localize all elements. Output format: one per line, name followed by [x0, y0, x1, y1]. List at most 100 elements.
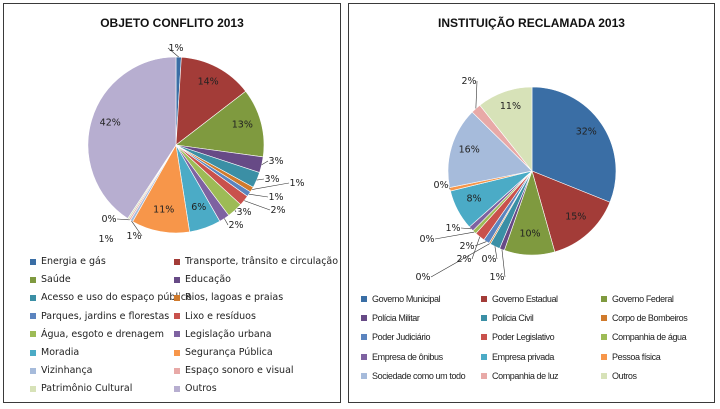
legend-swatch [174, 331, 180, 338]
legend-swatch [481, 334, 487, 341]
pie-chart-objeto-conflito: 1% 14% 13% 3% 3% 1% 1% 2% 3% 2% 6% 11% 1% 0% 42% 1% [87, 43, 305, 245]
data-label-sociedade-como-um-todo: 16% [459, 144, 480, 155]
legend-swatch [174, 313, 180, 320]
data-label-governo-estadual: 15% [565, 212, 586, 223]
data-label-poder-legislativo: 2% [456, 254, 471, 265]
legend-swatch [30, 276, 36, 283]
data-label-empresa-privada: 8% [466, 194, 481, 205]
data-label-moradia: 6% [191, 202, 206, 213]
legend-swatch [30, 258, 36, 265]
legend-label: Companhia de água [612, 332, 687, 343]
legend-swatch [30, 367, 36, 374]
leader-line-policia-militar [501, 249, 506, 278]
legend-item-empresa-de-onibus: Empresa de ônibus [361, 352, 443, 362]
legend-label: Saúde [41, 274, 71, 286]
legend-label: Transporte, trânsito e circulação [185, 256, 339, 267]
legend-label: Governo Federal [612, 294, 674, 304]
data-label-lixo-e-residuos: 2% [270, 205, 285, 216]
data-label-parques-jardins-e-florestas: 1% [268, 192, 283, 203]
legend-item-espaco-sonoro-e-visual: Espaço sonoro e visual [174, 365, 294, 376]
legend-label: Legislação urbana [185, 328, 272, 340]
legend-item-outros: Outros [174, 383, 217, 394]
leader-line-poder-legislativo [471, 236, 481, 260]
data-label-agua-esgoto-e-drenagem: 3% [236, 207, 251, 218]
data-label-policia-civil: 0% [481, 254, 496, 265]
legend-swatch [174, 367, 180, 374]
data-label-patrimonio-cultural: 1% [98, 234, 113, 245]
legend-label: Outros [612, 370, 637, 381]
leader-line-companhia-de-luz [475, 80, 478, 109]
legend-swatch [601, 353, 607, 360]
data-label-pessoa-fisica: 0% [433, 180, 448, 191]
data-label-companhia-de-luz: 2% [461, 76, 476, 87]
legend-swatch [30, 294, 36, 301]
data-label-saude: 13% [232, 119, 253, 130]
pie-slice-outros [479, 86, 533, 172]
data-label-educacao: 3% [268, 156, 283, 167]
leader-line-companhia-de-agua [434, 231, 475, 240]
leader-line-educacao [261, 160, 269, 166]
pie-slice-outros [87, 56, 177, 219]
legend-item-poder-legislativo: Poder Legislativo [481, 332, 555, 343]
legend-swatch [174, 385, 180, 392]
data-label-governo-federal: 10% [519, 228, 540, 239]
legend-label: Energia e gás [41, 256, 106, 267]
legend-label: Pessoa física [612, 351, 661, 362]
legend-item-companhia-de-luz: Companhia de luz [481, 371, 559, 381]
pie-slice-transporte-transito-e-circulacao [175, 56, 247, 146]
legend-label: Poder Judiciário [372, 332, 431, 343]
leader-line-energia-e-gas [167, 47, 179, 58]
leader-line-rios-lagoas-e-praias [251, 182, 290, 190]
leader-line-lixo-e-residuos [244, 200, 271, 211]
leader-line-espaco-sonoro-e-visual [116, 218, 130, 221]
chart-panel-instituicao-reclamada: INSTITUIÇÃO RECLAMADA 2013 32% 15% 10% 1% 0%… [348, 3, 715, 403]
legend-label: Governo Estadual [492, 294, 558, 304]
legend-swatch [30, 349, 36, 356]
legend-swatch [361, 296, 367, 302]
legend-item-pessoa-fisica: Pessoa física [601, 351, 661, 362]
data-label-empresa-de-onibus: 1% [445, 223, 460, 234]
legend-swatch [601, 296, 607, 302]
legend-label: Governo Municipal [372, 294, 441, 304]
legend-item-agua-esgoto-e-drenagem: Água, esgoto e drenagem [30, 329, 164, 340]
legend-label: Acesso e uso do espaço público [41, 292, 192, 304]
legend-swatch [361, 315, 367, 322]
data-label-vizinhanca: 1% [126, 231, 141, 242]
legend-swatch [30, 313, 36, 320]
data-label-legislacao-urbana: 2% [228, 220, 243, 231]
legend-item-parques-jardins-e-florestas: Parques, jardins e florestas [30, 311, 169, 322]
data-label-outros: 11% [500, 101, 521, 112]
data-label-policia-militar: 1% [489, 272, 504, 283]
legend-item-rios-lagoas-e-praias: Rios, lagoas e praias [174, 292, 283, 303]
data-label-poder-judiciario: 2% [459, 241, 474, 252]
legend-item-patrimonio-cultural: Patrimônio Cultural [30, 383, 132, 394]
legend-label: Poder Legislativo [492, 332, 555, 343]
legend-swatch [30, 385, 36, 392]
legend-item-policia-civil: Polícia Civil [481, 313, 534, 324]
legend-label: Água, esgoto e drenagem [41, 328, 165, 340]
legend-label: Segurança Pública [185, 347, 273, 358]
data-label-energia-e-gas: 1% [168, 43, 183, 54]
legend-label: Patrimônio Cultural [41, 383, 133, 395]
pie-slice-governo-estadual [531, 170, 611, 253]
legend-label: Lixo e resíduos [185, 310, 256, 322]
legend-swatch [30, 331, 36, 338]
legend-label: Polícia Civil [492, 313, 534, 324]
data-label-corpo-de-bombeiros: 0% [415, 272, 430, 283]
legend-swatch [361, 372, 367, 379]
legend-item-saude: Saúde [30, 274, 71, 285]
legend-item-policia-militar: Polícia Militar [361, 313, 420, 323]
legend-item-poder-judiciario: Poder Judiciário [361, 332, 431, 343]
chart-panel-objeto-conflito: OBJETO CONFLITO 2013 1% 14% 13% 3% 3% 1% 1% 2% 3… [3, 3, 341, 403]
legend-swatch [174, 349, 180, 356]
legend-swatch [174, 276, 180, 283]
legend-label: Corpo de Bombeiros [612, 313, 688, 324]
legend-item-seguranca-publica: Segurança Pública [174, 347, 273, 358]
legend-swatch [174, 258, 180, 265]
legend-item-governo-estadual: Governo Estadual [481, 294, 558, 304]
legend-item-vizinhanca: Vizinhança [30, 365, 93, 376]
legend-item-acesso-e-uso-do-espaco-publico: Acesso e uso do espaço público [30, 292, 192, 303]
legend-item-governo-municipal: Governo Municipal [361, 294, 441, 304]
legend-swatch [174, 294, 180, 301]
data-label-espaco-sonoro-e-visual: 0% [101, 214, 116, 225]
